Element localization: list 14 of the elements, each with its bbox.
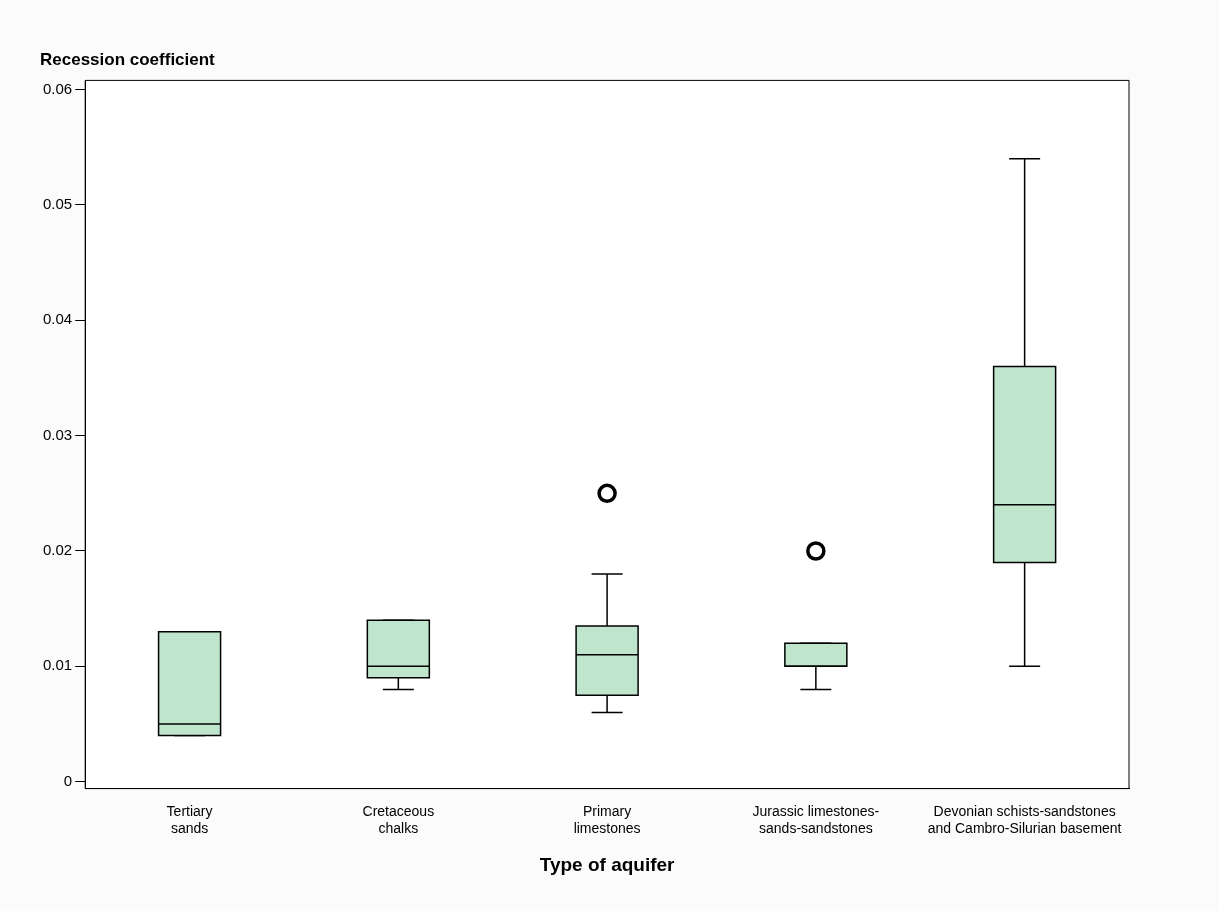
x-tick-label: Cretaceous chalks	[362, 802, 435, 836]
x-axis-title: Type of aquifer	[539, 853, 676, 875]
y-tick-label: 0.01	[42, 656, 73, 674]
y-tick-label: 0.03	[42, 425, 73, 443]
x-tick-label: Tertiary sands	[166, 802, 213, 836]
y-axis-title: Recession coefficient	[40, 49, 216, 69]
y-tick-label: 0	[63, 771, 73, 789]
x-tick-label: Devonian schists-sandstones and Cambro-Silurian basement	[927, 802, 1122, 836]
y-tick-label: 0.04	[42, 310, 73, 328]
y-tick-label: 0.02	[42, 541, 73, 559]
x-tick-label: Primary limestones	[573, 802, 641, 836]
x-tick-label: Jurassic limestones-sands-sandstones	[752, 802, 880, 836]
y-tick-label: 0.05	[42, 195, 73, 213]
y-tick-label: 0.06	[42, 79, 73, 97]
